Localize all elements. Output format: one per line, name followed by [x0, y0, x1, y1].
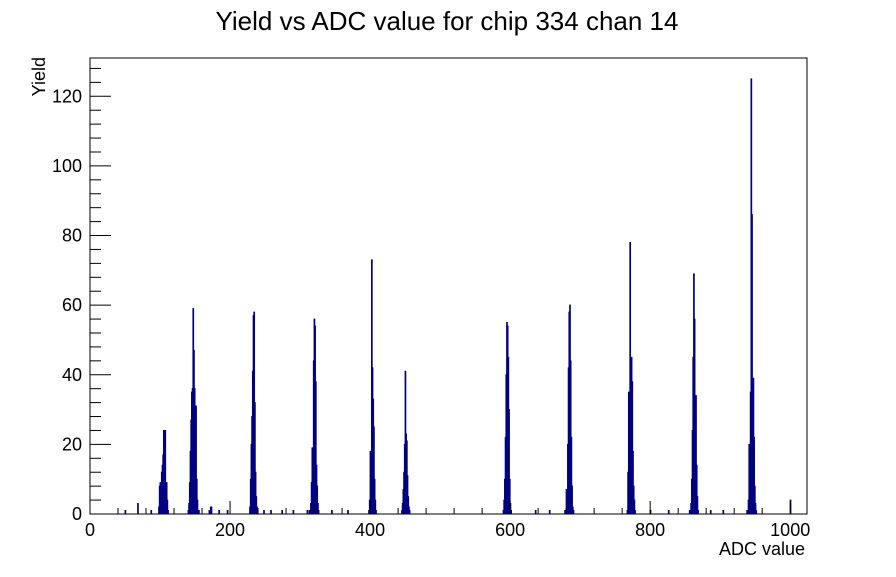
histogram-bin: [375, 510, 377, 514]
histogram-bin: [308, 510, 311, 514]
histogram-bin: [753, 436, 755, 514]
histogram-bin: [256, 506, 258, 514]
histogram-bin: [254, 402, 256, 514]
x-axis-label: ADC value: [719, 539, 805, 559]
y-tick-label: 100: [52, 156, 82, 176]
histogram-bin: [167, 510, 169, 514]
histogram-bin: [164, 429, 167, 514]
histogram-bin: [373, 426, 375, 514]
histogram-bin: [208, 510, 211, 514]
histogram-bin: [565, 489, 568, 514]
histogram-bin: [746, 510, 748, 514]
x-tick-label: 0: [85, 520, 95, 540]
histogram-bin: [510, 510, 513, 514]
histogram-bin: [226, 510, 229, 514]
histogram-bin: [632, 450, 634, 514]
histogram-bin: [292, 510, 295, 514]
y-tick-label: 60: [62, 295, 82, 315]
y-tick-label: 80: [62, 226, 82, 246]
histogram-bin: [255, 496, 258, 514]
x-tick-label: 200: [215, 520, 245, 540]
histogram-bin: [150, 510, 153, 514]
histogram-bin: [165, 482, 168, 514]
histogram-bin: [137, 503, 139, 514]
histogram-bin: [548, 510, 551, 514]
histogram-bin: [124, 510, 127, 514]
histogram-bin: [218, 510, 221, 514]
histogram-bin: [696, 496, 699, 514]
histogram-bin: [166, 499, 169, 514]
histogram-bin: [633, 499, 636, 514]
y-tick-label: 40: [62, 365, 82, 385]
x-tick-label: 400: [355, 520, 385, 540]
histogram-bin: [254, 471, 257, 514]
histogram-bin: [564, 510, 566, 514]
histogram-bin: [195, 405, 197, 514]
histogram-bin: [571, 485, 573, 514]
histogram-bin: [709, 510, 712, 514]
histogram-bin: [688, 510, 691, 514]
histogram-bin: [317, 510, 320, 514]
histogram-bin: [263, 510, 265, 514]
histogram-bin: [407, 496, 410, 514]
y-tick-label: 120: [52, 86, 82, 106]
histogram-bin: [210, 506, 213, 514]
histogram-bin: [667, 510, 670, 514]
histogram-bin: [634, 510, 636, 514]
histogram-bin: [753, 485, 756, 514]
y-tick-label: 0: [72, 504, 82, 524]
histogram-bin: [755, 510, 758, 514]
y-tick-label: 20: [62, 434, 82, 454]
histogram-bin: [331, 510, 333, 514]
histogram-bin: [534, 510, 537, 514]
histogram-bin: [281, 510, 284, 514]
histogram-bin: [695, 395, 697, 514]
histogram-bin: [695, 464, 698, 514]
histogram-bin: [406, 475, 409, 514]
histogram-bin: [697, 510, 699, 514]
x-tick-label: 800: [635, 520, 665, 540]
chart-title: Yield vs ADC value for chip 334 chan 14: [216, 6, 679, 36]
histogram-bin: [508, 478, 511, 514]
histogram-bin: [196, 499, 199, 514]
x-tick-label: 1000: [770, 520, 810, 540]
histogram-bin: [270, 510, 272, 514]
histogram-bin: [195, 478, 198, 514]
x-tick-label: 600: [495, 520, 525, 540]
histogram-bin: [631, 381, 634, 514]
histogram-bin: [570, 436, 573, 514]
histogram-bin: [314, 381, 317, 514]
histogram-bin: [306, 510, 309, 514]
histogram-bin: [373, 478, 376, 514]
y-axis-label: Yield: [29, 57, 49, 96]
histogram-bin: [722, 510, 725, 514]
histogram-bin: [374, 499, 377, 514]
plot-area: 0 200 400 600 800 1000 0 20 40 60 80 100 120: [52, 57, 810, 540]
histogram-bin: [408, 510, 411, 514]
histogram-bin: [754, 503, 757, 514]
histogram-bin: [751, 214, 753, 514]
histogram-bin: [198, 510, 200, 514]
plot-frame: [89, 57, 808, 515]
histogram-bin: [572, 510, 575, 514]
histogram-bin: [317, 503, 319, 514]
histogram-bin: [508, 409, 510, 514]
histogram-bin: [316, 485, 319, 514]
histogram-bin: [347, 510, 349, 514]
